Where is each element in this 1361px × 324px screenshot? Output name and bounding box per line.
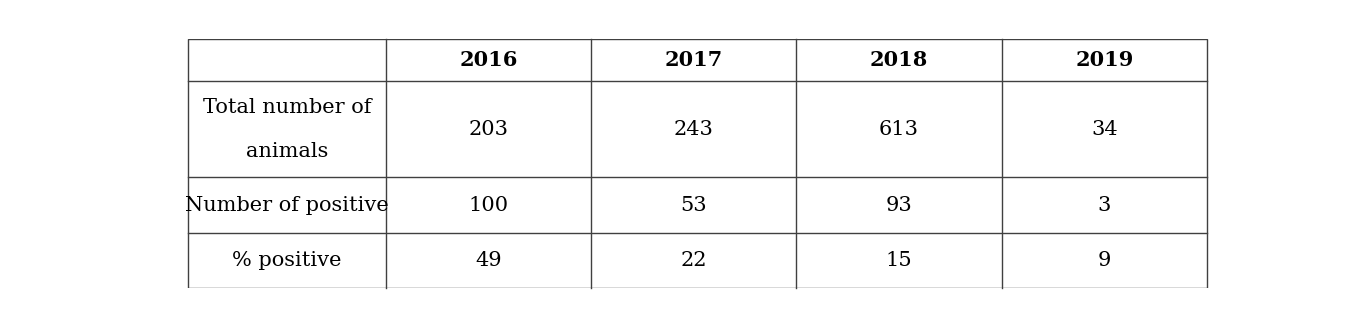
Text: % positive: % positive xyxy=(231,251,342,270)
Text: 22: 22 xyxy=(680,251,706,270)
Text: 2018: 2018 xyxy=(870,50,928,70)
Text: 100: 100 xyxy=(468,196,508,215)
Text: 243: 243 xyxy=(674,120,713,139)
Text: 2017: 2017 xyxy=(664,50,723,70)
Text: 15: 15 xyxy=(886,251,912,270)
Text: Total number of

animals: Total number of animals xyxy=(203,98,372,161)
Text: 2016: 2016 xyxy=(459,50,517,70)
Text: 203: 203 xyxy=(468,120,508,139)
Text: 49: 49 xyxy=(475,251,502,270)
Text: 53: 53 xyxy=(680,196,706,215)
Text: 3: 3 xyxy=(1098,196,1111,215)
Text: 613: 613 xyxy=(879,120,919,139)
Text: 2019: 2019 xyxy=(1075,50,1134,70)
Text: 34: 34 xyxy=(1092,120,1117,139)
Text: Number of positive: Number of positive xyxy=(185,196,389,215)
Text: 93: 93 xyxy=(886,196,912,215)
Text: 9: 9 xyxy=(1098,251,1111,270)
